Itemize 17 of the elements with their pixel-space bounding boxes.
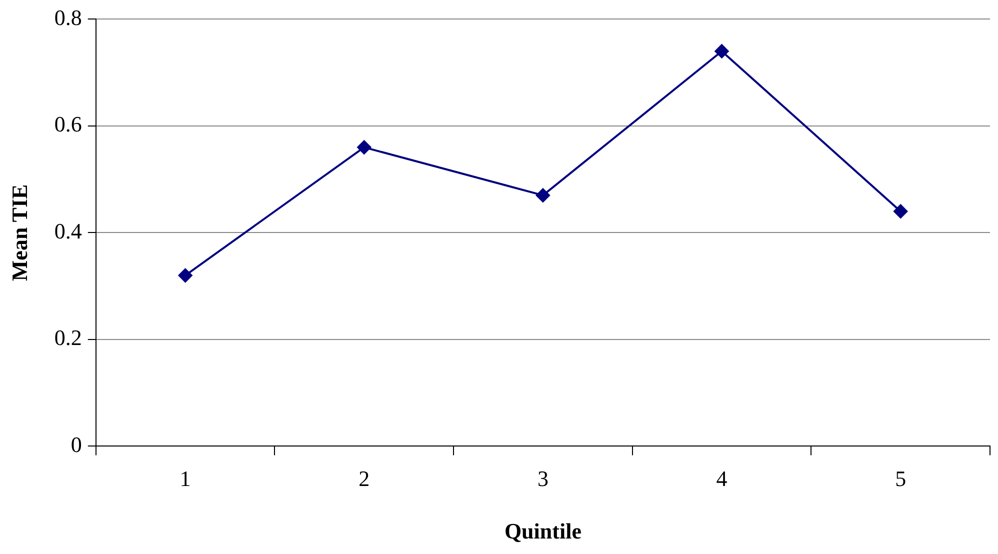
point <box>357 140 372 154</box>
y-axis-title: Mean TIE <box>6 184 32 282</box>
x-tick-label: 3 <box>537 466 548 492</box>
y-tick-label: 0.8 <box>54 4 82 30</box>
y-tick-label: 0.4 <box>54 218 82 244</box>
point <box>714 44 729 58</box>
x-tick-label: 1 <box>180 466 191 492</box>
point <box>536 188 550 202</box>
point <box>178 268 192 282</box>
y-tick-label: 0 <box>70 432 82 457</box>
y-tick-label: 0.6 <box>54 112 82 137</box>
point <box>894 204 908 218</box>
x-tick-label: 5 <box>895 466 906 492</box>
y-tick-label: 0.2 <box>54 325 82 350</box>
x-tick-label: 2 <box>358 466 370 492</box>
x-tick-label: 4 <box>716 466 728 492</box>
x-axis-title: Quintile <box>504 518 582 544</box>
